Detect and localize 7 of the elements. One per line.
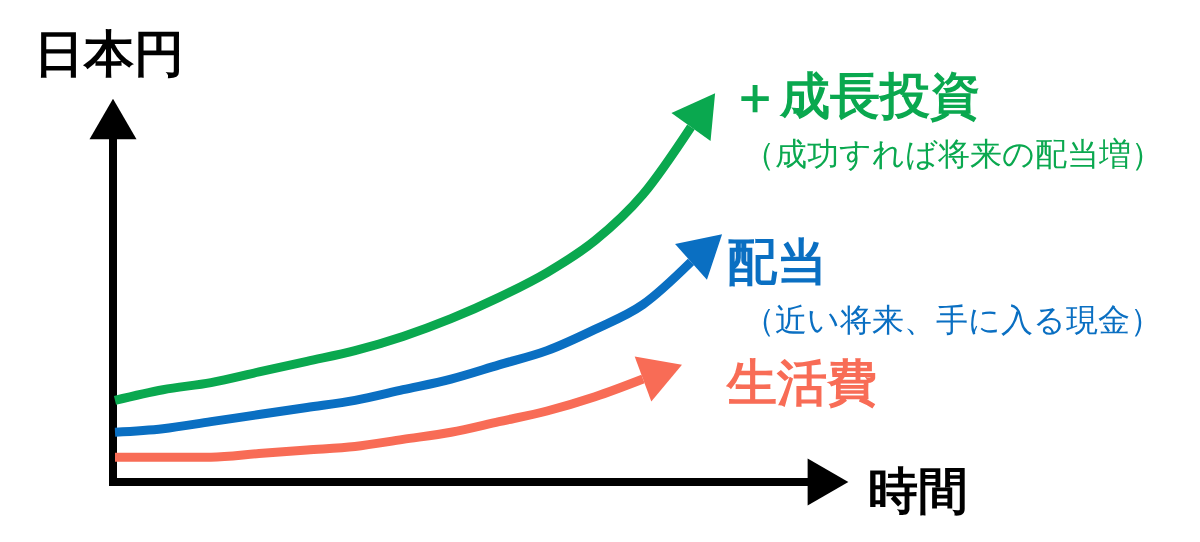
legend-label: 配当 bbox=[727, 233, 827, 291]
x-axis-title: 時間 bbox=[868, 462, 968, 520]
legend-label: ＋成長投資 bbox=[730, 67, 980, 125]
y-axis-title: 日本円 bbox=[34, 25, 184, 83]
legend-label: 生活費 bbox=[725, 354, 877, 412]
text: （成功すれば将来の配当増） bbox=[743, 135, 1163, 173]
text: （近い将来、手に入る現金） bbox=[743, 301, 1162, 339]
